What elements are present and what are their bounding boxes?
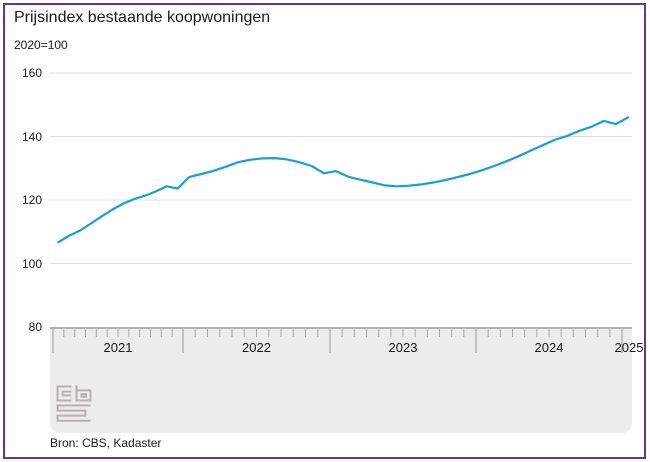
x-axis-year-label: 2025 xyxy=(614,340,644,355)
y-axis-tick-label: 140 xyxy=(21,129,42,144)
y-axis-tick-label: 80 xyxy=(28,320,42,334)
price-index-line xyxy=(57,116,630,244)
x-axis-year-label: 2022 xyxy=(242,340,271,355)
cbs-logo-c xyxy=(56,385,72,402)
x-axis-ticks xyxy=(52,329,623,353)
cbs-logo-s xyxy=(56,404,91,422)
y-axis-tick-label: 160 xyxy=(21,66,42,80)
cbs-logo xyxy=(56,384,92,422)
y-axis-tick-label: 120 xyxy=(21,193,42,207)
y-axis-tick-label: 100 xyxy=(21,256,42,271)
cbs-logo-b-inner xyxy=(80,393,88,398)
x-axis-year-label: 2024 xyxy=(534,340,564,355)
cbs-logo-b xyxy=(75,385,92,402)
x-axis-year-label: 2021 xyxy=(103,340,133,355)
x-axis-year-label: 2023 xyxy=(388,340,418,355)
x-axis-band xyxy=(50,327,632,433)
unit-label: 2020=100 xyxy=(14,38,68,52)
y-gridlines xyxy=(50,72,632,264)
source-label: Bron: CBS, Kadaster xyxy=(50,436,162,450)
page-title: Prijsindex bestaande koopwoningen xyxy=(14,9,271,26)
